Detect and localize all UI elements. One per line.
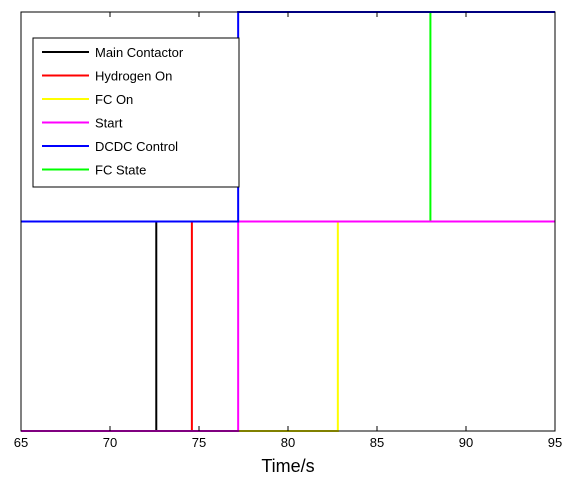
x-axis-title: Time/s (261, 456, 314, 476)
x-tick-label: 85 (370, 435, 384, 450)
legend-box (32, 37, 240, 188)
legend-label: Hydrogen On (95, 69, 172, 84)
legend-label: FC On (95, 92, 133, 107)
legend-label: Main Contactor (95, 45, 184, 60)
x-tick-label: 65 (14, 435, 28, 450)
legend-label: Start (95, 116, 123, 131)
x-tick-label: 95 (548, 435, 562, 450)
legend-label: DCDC Control (95, 139, 178, 154)
x-tick-label: 80 (281, 435, 295, 450)
legend: Main Contactor Hydrogen On FC On Start DCDC … (32, 37, 240, 188)
x-tick-label: 90 (459, 435, 473, 450)
legend-label: FC State (95, 163, 146, 178)
x-tick-label: 70 (103, 435, 117, 450)
x-axis: 65 70 75 80 85 90 95 (14, 12, 562, 450)
x-tick-label: 75 (192, 435, 206, 450)
